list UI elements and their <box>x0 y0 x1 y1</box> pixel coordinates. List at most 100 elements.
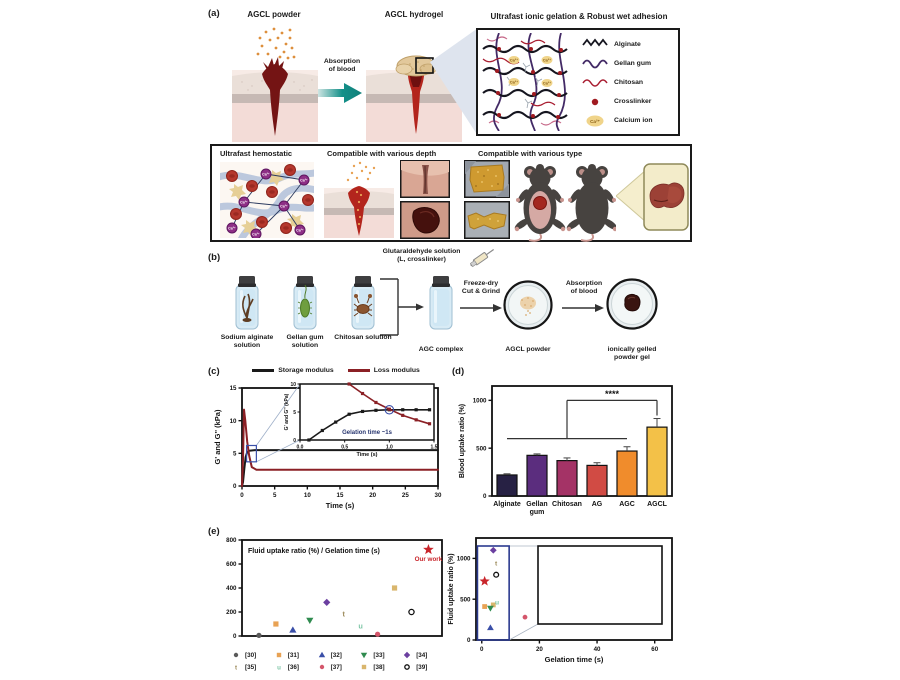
ref-legend-item: [38] <box>358 662 397 672</box>
feature-title-hemostatic: Ultrafast hemostatic <box>220 149 293 158</box>
vial-label-chitosan: Chitosan solution <box>334 334 392 341</box>
svg-text:Ca²⁺: Ca²⁺ <box>252 233 260 237</box>
svg-text:G' and G'' (kPa): G' and G'' (kPa) <box>213 409 222 464</box>
svg-text:Ca²⁺: Ca²⁺ <box>240 201 248 205</box>
svg-text:15: 15 <box>337 492 344 499</box>
process-arrow-1 <box>460 304 502 312</box>
panel-e-label: (e) <box>208 526 220 537</box>
svg-text:1.0: 1.0 <box>386 445 393 451</box>
storage-line-icon <box>252 369 275 372</box>
mechanism-callout-wedge <box>430 28 478 136</box>
agc-complex-label: AGC complex <box>418 346 464 353</box>
process-arrow-2 <box>562 304 604 312</box>
vial-agc-complex <box>429 276 453 330</box>
svg-text:Ca²⁺: Ca²⁺ <box>262 173 270 177</box>
legend-item-crosslinker: Crosslinker <box>580 92 678 111</box>
panel-a-label: (a) <box>208 8 220 19</box>
svg-text:20: 20 <box>369 492 376 499</box>
vial-label-alginate: Sodium alginate solution <box>220 334 274 349</box>
svg-text:Ca²⁺: Ca²⁺ <box>543 81 552 86</box>
crosslinker-caption: Glutaraldehyde solution (L, crosslinker) <box>382 248 461 263</box>
svg-text:0: 0 <box>467 637 471 644</box>
gel-patch-photo-2 <box>464 201 510 239</box>
svg-text:gum: gum <box>530 509 545 516</box>
svg-text:0.0: 0.0 <box>297 445 304 451</box>
ref-legend-item: [33] <box>358 650 397 660</box>
ref-legend-item: [32] <box>316 650 355 660</box>
svg-text:0.5: 0.5 <box>341 445 348 451</box>
svg-text:800: 800 <box>226 537 237 544</box>
svg-text:600: 600 <box>226 561 237 568</box>
svg-text:1.5: 1.5 <box>431 445 438 451</box>
svg-text:Fluid uptake ratio (%): Fluid uptake ratio (%) <box>448 553 455 624</box>
svg-text:AGCL: AGCL <box>647 501 668 508</box>
svg-text:0: 0 <box>483 493 487 500</box>
alginate-line-icon <box>582 38 608 46</box>
svg-text:10: 10 <box>230 418 237 425</box>
svg-text:u: u <box>358 621 362 630</box>
svg-text:Fluid uptake ratio (%) / Gelat: Fluid uptake ratio (%) / Gelation time (… <box>248 548 380 555</box>
svg-text:30: 30 <box>435 492 442 499</box>
svg-text:15: 15 <box>230 385 237 392</box>
svg-text:400: 400 <box>226 585 237 592</box>
svg-text:40: 40 <box>594 646 601 653</box>
deep-wound-photo <box>400 201 450 239</box>
ref-legend-item: [31] <box>273 650 312 660</box>
svg-text:10: 10 <box>290 382 296 388</box>
svg-text:Ca²⁺: Ca²⁺ <box>590 119 600 124</box>
gelled-powder-dish <box>606 278 658 330</box>
ref-legend-item: [39] <box>401 662 440 672</box>
vial-sodium-alginate <box>235 276 259 330</box>
agcl-powder-label: AGCL powder <box>505 346 551 353</box>
feature-title-depth: Compatible with various depth <box>327 149 437 158</box>
svg-text:Chitosan: Chitosan <box>552 501 582 508</box>
gellan-line-icon <box>582 59 608 68</box>
svg-text:AGC: AGC <box>619 501 635 508</box>
absorption-caption: Absorption of blood <box>323 58 361 73</box>
ref-legend-item: t [35] <box>234 663 257 672</box>
feature-title-type: Compatible with various type <box>478 149 583 158</box>
svg-text:AG: AG <box>592 501 603 508</box>
alginate-strands <box>482 44 568 120</box>
red-blood-cells <box>226 164 314 234</box>
svg-text:60: 60 <box>651 646 658 653</box>
panel-b-label: (b) <box>208 252 221 263</box>
svg-text:0: 0 <box>480 646 484 653</box>
rheology-legend: Storage modulus Loss modulus <box>236 367 436 374</box>
vial-chitosan <box>351 276 375 330</box>
ref-legend-item: u [36] <box>276 663 299 672</box>
svg-text:0: 0 <box>233 633 237 640</box>
calcium-nodes: Ca²⁺ Ca²⁺ Ca²⁺ Ca²⁺ Ca²⁺ Ca²⁺ Ca²⁺ <box>226 168 310 238</box>
svg-text:Ca²⁺: Ca²⁺ <box>296 229 304 233</box>
svg-text:5: 5 <box>273 492 277 499</box>
svg-text:10: 10 <box>304 492 311 499</box>
gelled-powder-label: ionically gelled powder gel <box>607 346 657 361</box>
svg-text:Gelation time (s): Gelation time (s) <box>545 655 604 664</box>
agcl-powder-dish <box>503 280 553 330</box>
svg-text:20: 20 <box>536 646 543 653</box>
gelation-time-chart: 0 500 1000 0 20 40 60 Gelation time (s) Fluid up… <box>448 537 673 664</box>
rheology-chart: 0 5 10 15 0 5 10 15 20 25 30 Time (s) G' and G'' (kP… <box>213 382 442 510</box>
loss-line-icon <box>347 369 370 372</box>
powder-particles <box>256 27 296 60</box>
ref-legend-item: [30] <box>230 650 269 660</box>
mice-illustration <box>514 164 616 242</box>
svg-text:Blood uptake ratio (%): Blood uptake ratio (%) <box>459 404 466 478</box>
combine-bracket <box>380 278 424 336</box>
syringe-icon <box>469 249 494 268</box>
reference-legend: [30] [31] [32] [33] [34] t [35] u [36] [37] [38] [3… <box>230 650 440 672</box>
crosslinker-dot-icon <box>591 98 599 105</box>
legend-loss-modulus: Loss modulus <box>347 367 420 374</box>
svg-text:0: 0 <box>293 438 296 444</box>
svg-text:t: t <box>342 609 345 618</box>
vial-label-gellan: Gellan gum solution <box>286 334 324 349</box>
svg-text:Time (s): Time (s) <box>326 501 355 510</box>
multi-panel-figure: (a) AGCL powder AGCL hydrogel Absorption… <box>206 8 696 672</box>
svg-text:500: 500 <box>476 445 487 452</box>
svg-text:Ca²⁺: Ca²⁺ <box>280 205 288 209</box>
legend-item-gellan-gum: Gellan gum <box>580 54 678 73</box>
svg-text:G' and G'' (kPa): G' and G'' (kPa) <box>284 393 290 430</box>
absorption-arrow-icon <box>318 83 362 103</box>
